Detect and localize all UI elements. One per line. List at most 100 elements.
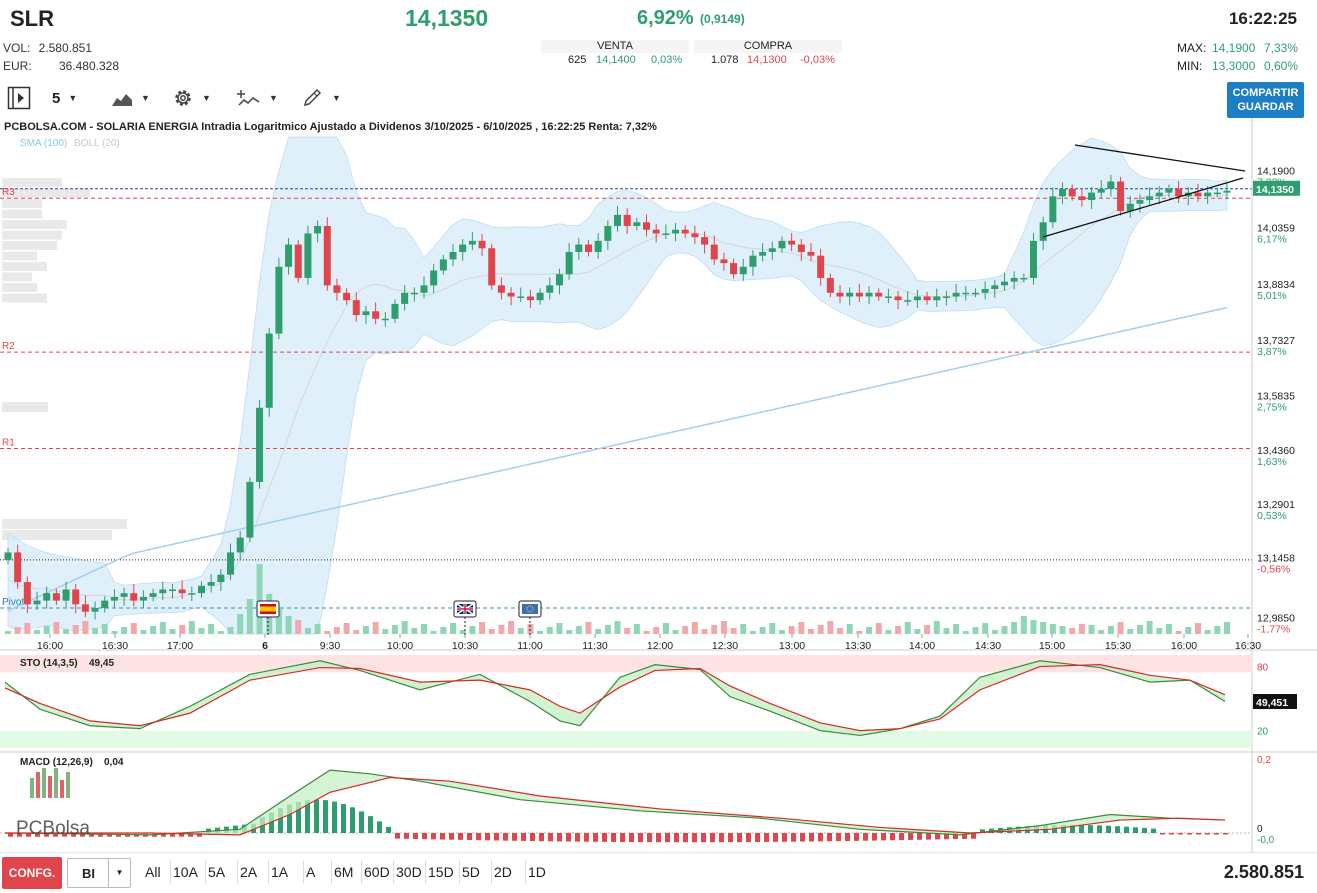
range-button-2a[interactable]: 2A [240,864,258,880]
candle-body [294,244,302,278]
volume-bar [1049,624,1056,634]
logo-bar [42,768,46,798]
config-button[interactable]: CONFG. [2,857,62,889]
volume-bar [837,628,844,634]
macd-hist-bar [53,833,58,837]
volume-bar [856,631,863,634]
volume-bar [1175,631,1182,634]
macd-hist-bar [71,833,76,837]
macd-hist-bar [368,816,373,833]
max-price: 14,1900 [1212,41,1256,55]
candle-body [1030,240,1038,278]
time-label: 14:00 [909,640,935,652]
range-button-30d[interactable]: 30D [396,864,422,880]
candle-body [952,292,960,297]
macd-hist-bar [305,800,310,833]
range-button-6m[interactable]: 6M [334,864,354,880]
macd-hist-bar [980,829,985,833]
range-button-2d[interactable]: 2D [494,864,512,880]
candle-body [1097,188,1105,193]
range-button-1a[interactable]: 1A [271,864,289,880]
candle-body [749,255,757,267]
range-button-5d[interactable]: 5D [462,864,480,880]
triangle-lower-line [1042,177,1244,238]
candle-body [739,266,747,275]
bollinger-fill [7,136,1228,635]
macd-hist-bar [1196,833,1201,835]
range-button-10a[interactable]: 10A [173,864,198,880]
chevron-down-icon: ▼ [269,93,278,103]
candle-body [1107,181,1115,189]
r1-label: R1 [2,438,15,449]
macd-hist-bar [674,833,679,843]
macd-hist-bar [1124,826,1129,833]
range-button-15d[interactable]: 15D [428,864,454,880]
logo-bar [30,778,34,798]
time-label: 12:00 [647,640,673,652]
interval-select[interactable]: 5 ▼ [52,82,77,114]
chart-type-select[interactable]: ▼ [111,82,150,114]
candle-body [788,240,796,245]
candle-body [884,296,892,298]
candle-body [526,296,534,301]
volume-bar [885,630,892,634]
macd-hist-bar [287,804,292,833]
range-button-a[interactable]: A [306,864,316,880]
indicators-select[interactable]: ▼ [237,82,278,114]
indicators-icon [237,90,260,106]
volume-bar [92,628,99,634]
time-label: 10:00 [387,640,413,652]
time-label: 6 [262,640,268,652]
share-label: COMPARTIR [1232,87,1299,99]
candle-body [4,552,12,560]
macd-hist-bar [449,833,454,840]
candle-body [662,233,670,235]
macd-hist-bar [818,833,823,842]
candle-body [991,285,999,290]
sma-legend: SMA (100) [20,138,67,149]
range-button-all[interactable]: All [145,864,161,880]
panel-toggle-button[interactable] [7,82,31,114]
range-button-5a[interactable]: 5A [208,864,226,880]
eur-label: EUR: [3,59,32,73]
volume-bar [595,629,602,634]
macd-hist-bar [1106,825,1111,833]
max-pct: 7,33% [1264,41,1299,55]
candle-body [778,240,786,249]
macd-hist-bar [872,833,877,841]
range-button-1d[interactable]: 1D [528,864,546,880]
range-button-60d[interactable]: 60D [364,864,390,880]
chevron-down-icon: ▼ [68,93,78,103]
price-axis-label: 13,2901 [1257,499,1295,511]
drawing-tools-select[interactable]: ▼ [302,82,341,114]
candle-body [807,251,815,256]
candle-body [314,226,322,234]
quote-header: SLR 14,1350 6,92% (0,9149) 16:22:25 VOL:… [0,0,1317,80]
candle-body [188,593,196,595]
volume-bar [314,624,321,634]
range-separator [459,860,460,884]
macd-hist-bar [701,833,706,843]
volume-bar [691,622,698,634]
volume-bar [469,626,476,634]
price-axis: 14,19007,33%14,03596,17%13,88345,01%13,7… [0,118,1317,853]
price-axis-pct: 5,01% [1257,290,1287,302]
macd-hist-bar [899,833,904,841]
volume-bar [411,628,418,634]
mode-select[interactable]: BI ▼ [67,858,131,888]
macd-hist-bar [782,833,787,842]
event-flags [256,600,542,636]
macd-hist-bar [431,833,436,840]
range-separator [268,860,269,884]
volume-bar [866,627,873,634]
volume-profile-bar [2,220,67,229]
candle-body [942,296,950,298]
volume-bar [391,625,398,634]
candle-body [652,229,660,234]
sto-tag: 49,451 [1256,697,1288,709]
share-save-button[interactable]: COMPARTIR GUARDAR [1227,82,1304,118]
buy-title: COMPRA [743,40,793,52]
candle-body [904,300,912,302]
settings-select[interactable]: ▼ [172,82,211,114]
